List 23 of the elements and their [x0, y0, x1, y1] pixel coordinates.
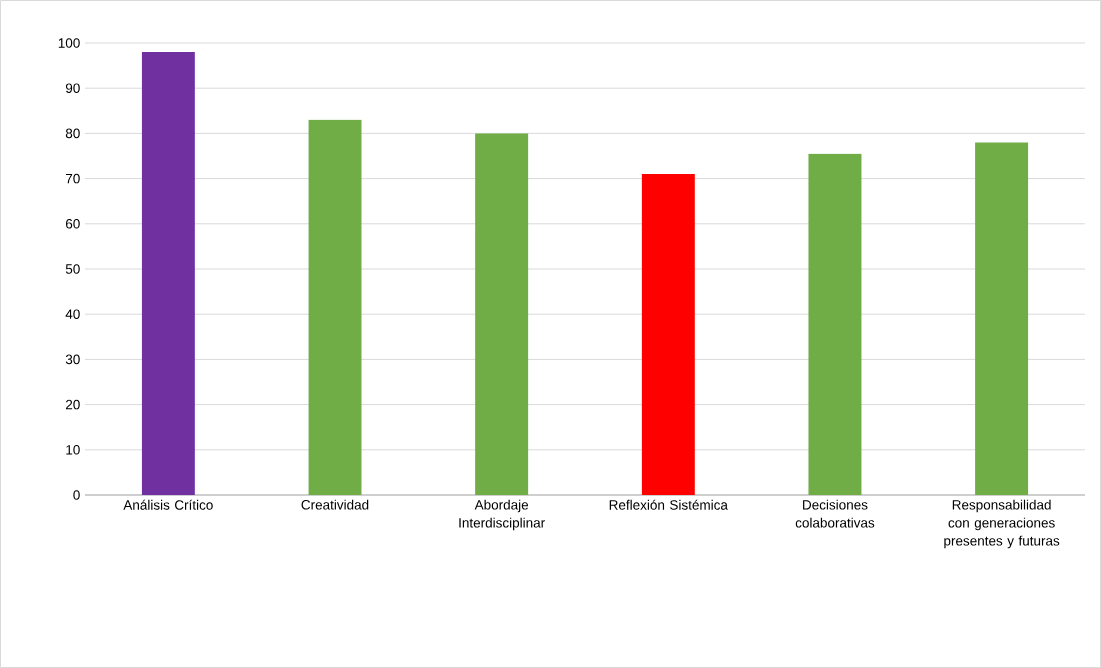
y-tick-label: 20 — [65, 399, 80, 410]
y-tick-label: 40 — [65, 309, 80, 319]
bar — [641, 174, 695, 495]
y-tick-label: 10 — [66, 445, 80, 455]
bar — [141, 52, 195, 495]
y-tick-label: 90 — [65, 83, 80, 93]
bar — [975, 142, 1029, 495]
y-tick-label: 50 — [65, 264, 80, 274]
x-tick-label: Creatividad — [301, 499, 369, 510]
y-tick-label: 70 — [65, 173, 80, 184]
bar — [475, 133, 529, 495]
x-tick-label: Responsabilidad con generaciones presentes y futuras — [944, 499, 1060, 549]
y-tick-label: 0 — [73, 490, 80, 500]
y-tick-label: 100 — [58, 38, 80, 48]
x-tick-label: Decisiones colaborativas — [795, 499, 875, 528]
y-tick-label: 60 — [65, 219, 80, 229]
x-tick-label: Análisis Crítico — [123, 499, 213, 510]
y-tick-label: 30 — [65, 354, 80, 365]
x-tick-label: Abordaje Interdisciplinar — [459, 499, 545, 531]
x-tick-label: Reflexión Sistémica — [609, 499, 728, 510]
bar — [308, 119, 362, 495]
y-tick-label: 80 — [65, 128, 80, 139]
bar — [808, 153, 862, 495]
